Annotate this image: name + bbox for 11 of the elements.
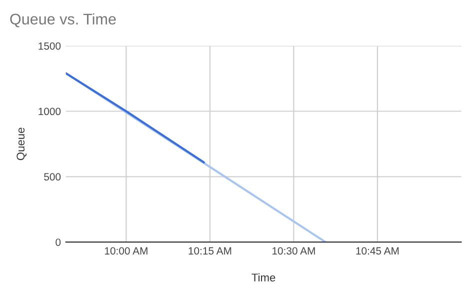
y-tick-label: 1500 (38, 42, 61, 50)
y-axis-title: Queue (16, 128, 27, 160)
x-tick-label: 10:00 AM (104, 247, 148, 255)
chart-title: Queue vs. Time (10, 13, 116, 28)
x-axis-title: Time (252, 273, 276, 282)
x-tick-label: 10:30 AM (272, 247, 315, 255)
y-tick-label: 0 (56, 238, 61, 246)
y-tick-label: 500 (44, 173, 61, 181)
y-tick-label: 1000 (38, 108, 61, 116)
x-tick-label: 10:15 AM (188, 247, 232, 255)
x-tick-label: 10:45 AM (356, 247, 399, 255)
